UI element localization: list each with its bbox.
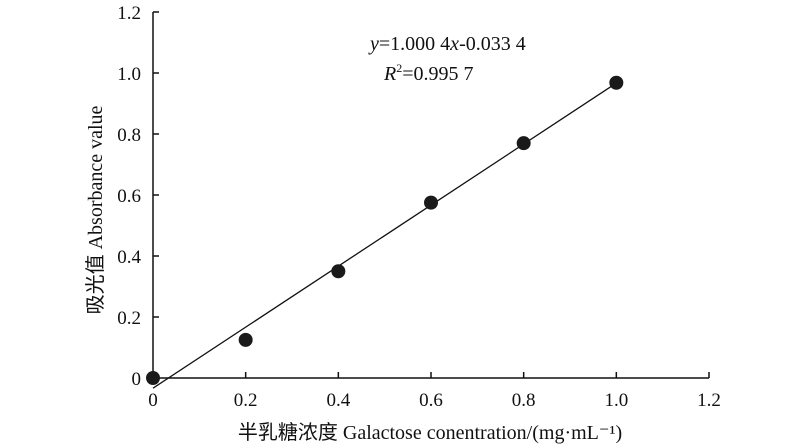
y-tick-label: 0.6 <box>117 186 141 207</box>
y-tick-label: 0 <box>132 369 142 390</box>
equation-body: =1.000 4 <box>379 33 450 55</box>
x-tick-label: 0 <box>148 390 158 411</box>
r-squared-var: R <box>383 63 396 85</box>
x-tick-label: 0.8 <box>512 390 536 411</box>
x-tick-label: 0.4 <box>326 390 350 411</box>
y-tick-label: 1.0 <box>117 64 141 85</box>
x-axis-title: 半乳糖浓度 Galactose conentration/(mg·mL⁻¹) <box>238 421 622 444</box>
x-ticks: 0 0.2 0.4 0.6 0.8 1.0 1.2 <box>148 372 721 411</box>
equation-tail: -0.033 4 <box>459 33 526 55</box>
data-points <box>146 75 624 385</box>
y-axis-title: 吸光值 Absorbance value <box>84 105 107 314</box>
y-tick-label: 1.2 <box>117 3 141 24</box>
y-ticks: 0 0.2 0.4 0.6 0.8 1.0 1.2 <box>117 3 159 390</box>
x-tick-label: 0.6 <box>419 390 443 411</box>
x-tick-label: 1.0 <box>604 390 628 411</box>
fit-line <box>152 82 617 389</box>
x-tick-label: 1.2 <box>697 390 721 411</box>
data-point <box>424 195 438 210</box>
equation-y-var: y <box>368 33 379 55</box>
data-point <box>146 371 160 385</box>
r-squared-sup: 2 <box>396 61 402 75</box>
data-point <box>516 136 531 151</box>
r-squared-value: =0.995 7 <box>402 63 473 85</box>
data-point <box>238 332 253 347</box>
y-tick-label: 0.8 <box>117 125 141 146</box>
regression-equation: y=1.000 4x-0.033 4 <box>368 33 526 55</box>
y-tick-label: 0.4 <box>117 247 141 268</box>
y-tick-label: 0.2 <box>117 308 141 329</box>
data-point <box>609 75 624 90</box>
r-squared: R2=0.995 7 <box>383 61 474 85</box>
equation-x-var: x <box>449 33 459 55</box>
x-tick-label: 0.2 <box>234 390 258 411</box>
data-point <box>331 264 346 279</box>
